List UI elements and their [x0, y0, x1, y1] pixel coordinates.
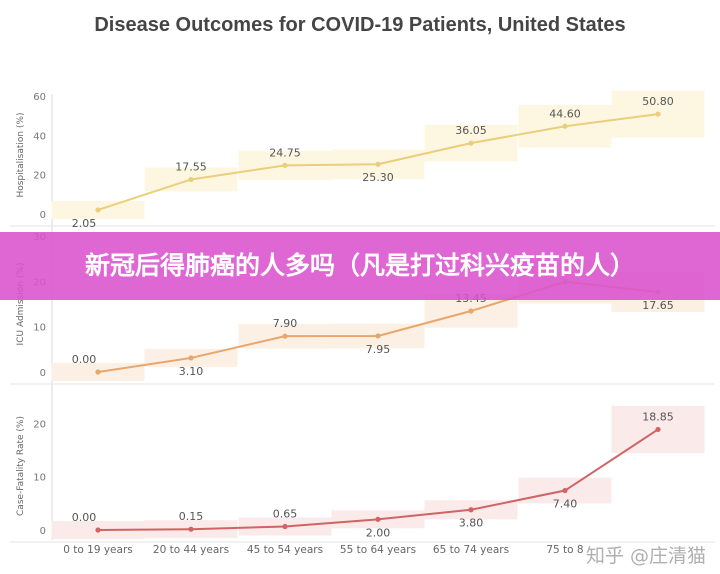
data-label: 18.85: [642, 410, 674, 423]
data-point: [562, 487, 568, 494]
overlay-banner: 新冠后得肺癌的人多吗（凡是打过科兴疫苗的人）: [0, 232, 720, 300]
data-label: 3.10: [179, 365, 204, 378]
data-point: [468, 140, 474, 146]
data-label: 0.00: [72, 353, 97, 366]
overlay-headline: 新冠后得肺癌的人多吗（凡是打过科兴疫苗的人）: [84, 251, 635, 280]
y-tick-label: 60: [33, 92, 46, 103]
data-point: [95, 207, 101, 213]
data-label: 17.65: [642, 299, 674, 312]
data-point: [562, 123, 568, 129]
data-point: [282, 333, 288, 339]
data-label: 0.15: [179, 510, 204, 523]
data-point: [375, 161, 381, 167]
y-tick-label: 0: [40, 210, 46, 221]
data-label: 50.80: [642, 95, 674, 108]
y-tick-label: 20: [33, 171, 46, 182]
data-point: [188, 176, 194, 183]
data-label: 24.75: [269, 146, 301, 159]
data-point: [188, 526, 194, 532]
y-tick-label: 0: [40, 368, 46, 379]
data-label: 2.00: [366, 526, 391, 539]
x-axis: 0 to 19 years 20 to 44 years 45 to 54 year…: [63, 544, 583, 556]
data-label: 44.60: [549, 107, 581, 120]
y-axis-label: ICU Admission (%): [16, 263, 26, 346]
data-label: 7.95: [366, 343, 391, 356]
data-label: 25.30: [362, 171, 394, 184]
chart-title: Disease Outcomes for COVID-19 Patients, …: [94, 14, 626, 36]
data-point: [375, 516, 381, 522]
data-label: 36.05: [455, 124, 487, 137]
data-point: [95, 527, 101, 533]
y-tick-label: 10: [33, 473, 46, 484]
panel-3: 0 10 20 Case-Fatality Rate (%) 0.00 0.15 0.65 2…: [10, 405, 715, 543]
data-point: [95, 369, 101, 375]
data-point: [282, 523, 288, 530]
data-point: [188, 355, 194, 361]
panel-1: 0 20 40 60 Hospitalisation (%) 2.05 17.55 24.75…: [10, 90, 715, 230]
x-tick-label: 20 to 44 years: [153, 544, 229, 556]
data-label: 0.00: [72, 511, 97, 524]
y-tick-label: 40: [33, 131, 46, 142]
x-tick-label: 45 to 54 years: [247, 544, 323, 556]
data-point: [655, 111, 661, 117]
data-point: [375, 333, 381, 339]
data-label: 3.80: [459, 517, 484, 530]
data-point: [655, 426, 661, 433]
y-tick-label: 0: [40, 526, 46, 537]
x-tick-label: 0 to 19 years: [63, 544, 133, 556]
data-label: 17.55: [175, 160, 207, 173]
y-axis-label: Hospitalisation (%): [16, 112, 26, 197]
data-point: [468, 308, 474, 314]
data-label: 0.65: [273, 508, 298, 521]
watermark: 知乎 @庄清猫: [585, 545, 706, 567]
data-label: 7.90: [273, 317, 298, 330]
x-tick-label: 65 to 74 years: [433, 544, 509, 556]
y-axis-label: Case-Fatality Rate (%): [16, 416, 26, 516]
data-label: 2.05: [72, 217, 97, 230]
x-tick-label: 55 to 64 years: [340, 544, 416, 556]
data-point: [468, 507, 474, 513]
data-point: [282, 162, 288, 168]
y-tick-label: 10: [33, 323, 46, 334]
y-tick-label: 20: [33, 419, 46, 430]
data-label: 7.40: [553, 498, 578, 511]
x-tick-label: 75 to 8: [546, 544, 583, 556]
